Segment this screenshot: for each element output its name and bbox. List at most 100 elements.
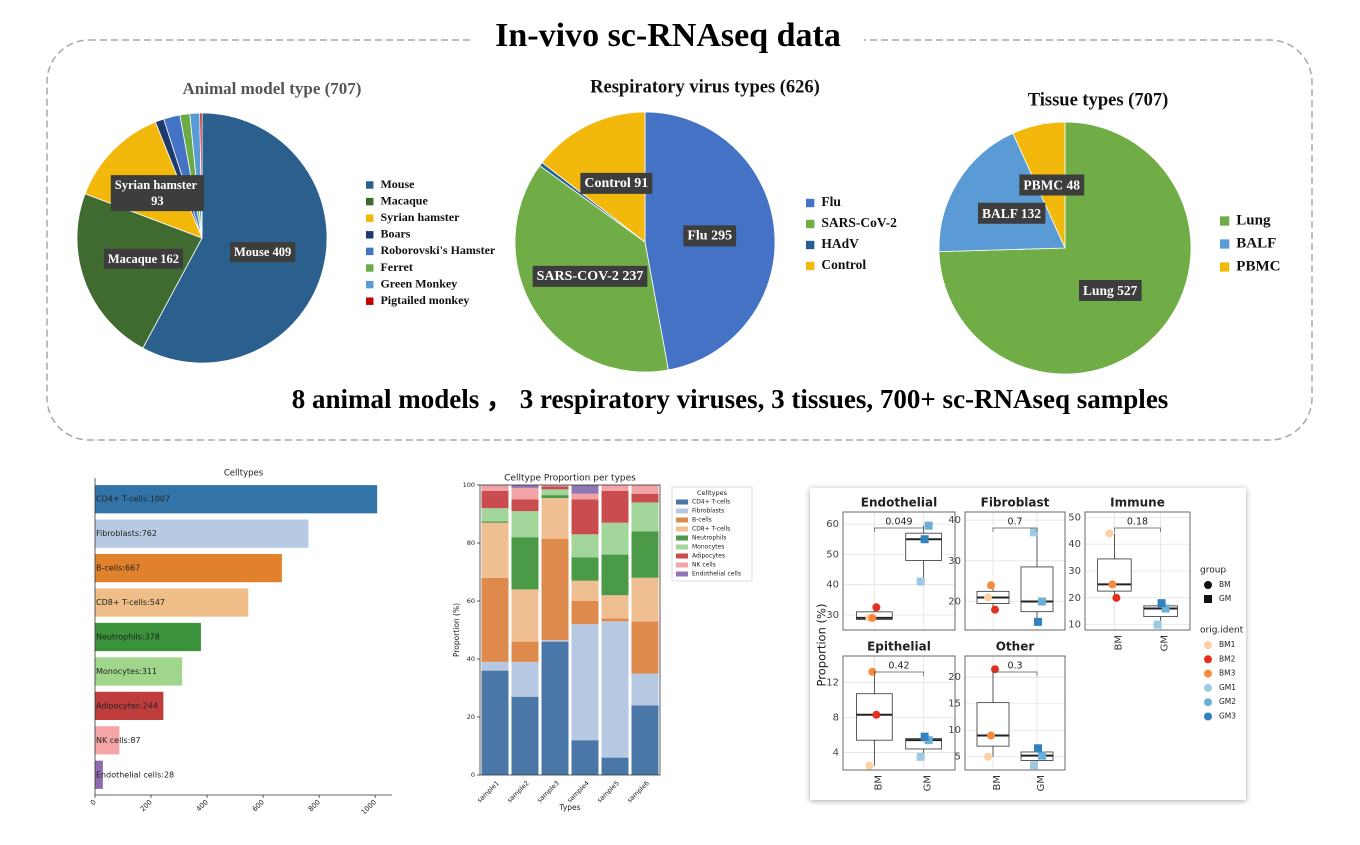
point: [920, 535, 929, 544]
bar-segment: [481, 485, 509, 491]
box: [1143, 605, 1178, 617]
point: [868, 613, 877, 622]
point: [872, 710, 881, 719]
legend-label: CD4+ T-cells: [692, 499, 730, 506]
bar-segment: [631, 705, 659, 775]
point: [916, 752, 925, 761]
y-tick-label: 30: [1068, 566, 1081, 577]
bar: [95, 519, 309, 548]
legend-label: Control: [821, 257, 866, 272]
legend-swatch: [676, 544, 688, 550]
slice-label: BALF 132: [982, 206, 1041, 221]
legend-label: PBMC: [1236, 258, 1280, 274]
point: [1034, 744, 1042, 753]
label-box: [580, 172, 653, 194]
pie-slice: [938, 121, 1192, 375]
legend-label: GM1: [1219, 683, 1236, 692]
legend-label: NK cells: [692, 562, 716, 569]
bar-label: CD8+ T-cells:547: [96, 598, 165, 607]
y-tick-label: 30: [948, 556, 961, 567]
legend-label: HAdV: [821, 236, 859, 251]
bar-segment: [481, 577, 509, 662]
slice-label: Syrian hamster 93: [115, 178, 200, 208]
y-axis-title: Proportion (%): [452, 603, 461, 657]
bar-segment: [631, 577, 659, 622]
bar-segment: [481, 508, 509, 522]
chart-title: Animal model type (707): [183, 79, 362, 98]
y-tick-label: 0: [471, 771, 475, 779]
bar: [95, 588, 249, 617]
bar-segment: [511, 485, 539, 488]
bar-segment: [601, 485, 629, 491]
caption: 8 animal models ， 3 respiratory viruses,…: [292, 384, 1169, 414]
point: [924, 521, 933, 530]
point: [987, 581, 995, 590]
legend-swatch: [1204, 655, 1212, 664]
bar-segment: [601, 595, 629, 619]
legend-swatch: [1204, 669, 1212, 678]
p-bracket: [992, 671, 1038, 676]
plot-frame: [479, 484, 661, 776]
p-bracket: [1114, 527, 1161, 532]
bar-segment: [481, 661, 509, 671]
bar-label: Fibroblasts:762: [96, 529, 157, 538]
legend-label: Lung: [1236, 212, 1271, 228]
pie-slice: [76, 193, 203, 349]
slice-label: Lung 527: [1083, 283, 1138, 298]
bar-segment: [631, 621, 659, 674]
bar-segment: [541, 538, 569, 641]
bar-segment: [601, 621, 629, 758]
bar-segment: [511, 487, 539, 500]
bar-segment: [571, 580, 599, 601]
legend-label: Endothelial cells: [692, 571, 741, 578]
x-tick-label: GM: [923, 775, 934, 791]
point: [991, 665, 999, 674]
bar: [95, 622, 201, 652]
y-tick-label: 100: [463, 481, 475, 489]
legend-title: Celltypes: [697, 489, 728, 497]
point: [916, 577, 925, 586]
legend-label: Mouse: [380, 177, 415, 191]
y-tick-label: 15: [948, 699, 961, 710]
bar-label: CD4+ T-cells:1007: [96, 495, 170, 504]
legend-label: GM2: [1219, 697, 1236, 706]
legend-shape: [1204, 581, 1212, 589]
panel-frame: [1084, 511, 1191, 631]
label-box: [229, 242, 296, 263]
y-tick-label: 20: [948, 597, 961, 608]
x-tick-label: BM: [992, 775, 1003, 791]
bar-segment: [601, 490, 629, 523]
facet-title: Immune: [1110, 496, 1165, 510]
bar-segment: [571, 534, 599, 558]
bar-segment: [601, 522, 629, 555]
legend-label: Fibroblasts: [692, 508, 724, 515]
bar-segment: [541, 485, 569, 487]
bar-segment: [631, 493, 659, 503]
bar-segment: [631, 502, 659, 532]
chart-title: Respiratory virus types (626): [590, 77, 820, 97]
y-tick-label: 4: [833, 747, 839, 758]
label-box: [532, 265, 648, 287]
main-title: In-vivo sc-RNAseq data: [495, 17, 841, 54]
bar-label: Adipocytes:244: [96, 701, 158, 710]
bar-segment: [571, 740, 599, 775]
bar-segment: [511, 589, 539, 642]
title-backdrop: [472, 18, 864, 58]
legend-swatch: [676, 508, 688, 514]
x-tick-label: BM: [1113, 635, 1124, 651]
bar-label: NK cells:87: [96, 736, 141, 745]
point: [987, 731, 995, 740]
bar: [95, 485, 378, 514]
legend-swatch: [676, 553, 688, 559]
chart-title: Celltypes: [224, 469, 264, 479]
bar-segment: [511, 499, 539, 512]
x-tick-label: GM: [1036, 775, 1047, 791]
point: [1105, 529, 1114, 538]
legend-swatch: [806, 240, 815, 250]
legend-label: BM3: [1219, 669, 1236, 678]
slice-label: PBMC 48: [1023, 178, 1080, 193]
bar-label: Neutrophils:378: [96, 633, 160, 642]
legend-label: Green Monkey: [380, 276, 457, 290]
point: [1030, 761, 1038, 770]
